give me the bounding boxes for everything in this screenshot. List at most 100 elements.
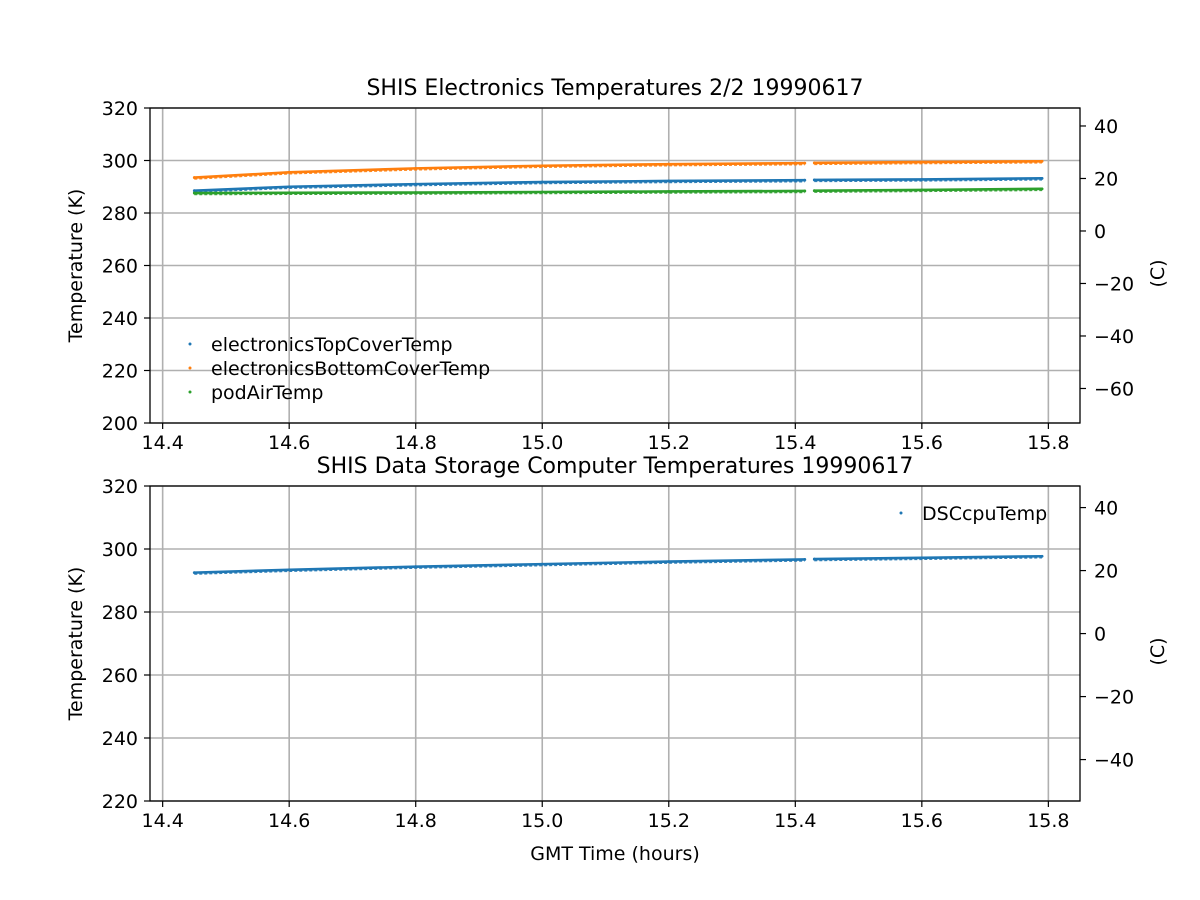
data-point bbox=[287, 170, 291, 174]
series-line bbox=[812, 159, 1044, 165]
series-electronicsBottomCoverTemp bbox=[192, 159, 1044, 180]
data-point bbox=[803, 161, 807, 165]
y2-axis-label: (C) bbox=[1147, 637, 1169, 665]
y2-tick-label: −40 bbox=[1094, 326, 1134, 348]
data-point bbox=[192, 189, 196, 193]
data-point bbox=[812, 557, 816, 561]
data-point bbox=[287, 568, 291, 572]
data-point bbox=[1040, 159, 1044, 163]
data-point bbox=[803, 178, 807, 182]
legend: electronicsTopCoverTempelectronicsBottom… bbox=[188, 334, 490, 404]
x-tick-label: 15.4 bbox=[774, 810, 816, 832]
data-point bbox=[667, 162, 671, 166]
y-tick-label: 260 bbox=[102, 665, 138, 687]
grid bbox=[150, 485, 1080, 802]
data-point bbox=[803, 557, 807, 561]
series-band bbox=[194, 191, 805, 196]
legend-label: DSCcpuTemp bbox=[922, 503, 1047, 525]
y-tick-label: 320 bbox=[102, 476, 138, 498]
legend-label: electronicsBottomCoverTemp bbox=[211, 358, 490, 380]
series-line bbox=[812, 187, 1044, 192]
data-point bbox=[812, 161, 816, 165]
data-point bbox=[414, 191, 418, 194]
series-line bbox=[812, 554, 1044, 561]
data-point bbox=[287, 191, 291, 195]
data-point bbox=[920, 188, 924, 192]
series-line bbox=[812, 177, 1044, 182]
y2-tick-label: 20 bbox=[1094, 168, 1118, 190]
series-band bbox=[194, 560, 805, 575]
data-point bbox=[540, 180, 544, 184]
x-tick-label: 14.8 bbox=[395, 810, 437, 832]
y-axis-label: Temperature (K) bbox=[65, 567, 87, 722]
legend-marker bbox=[188, 342, 192, 346]
y-tick-label: 240 bbox=[102, 308, 138, 330]
y-tick-label: 320 bbox=[102, 98, 138, 120]
x-tick-label: 15.8 bbox=[1027, 810, 1069, 832]
series-DSCcpuTemp bbox=[192, 554, 1044, 575]
data-point bbox=[192, 176, 196, 179]
x-axis-label: GMT Time (hours) bbox=[530, 843, 700, 865]
y-tick-label: 280 bbox=[102, 602, 138, 624]
series-line bbox=[192, 161, 807, 179]
data-point bbox=[667, 560, 671, 563]
legend-marker bbox=[188, 390, 192, 394]
data-point bbox=[920, 160, 924, 164]
series-line bbox=[192, 558, 807, 574]
series-electronicsTopCoverTemp bbox=[192, 176, 1044, 193]
y-tick-label: 220 bbox=[102, 791, 138, 813]
y2-tick-label: −60 bbox=[1094, 378, 1134, 400]
y-tick-label: 260 bbox=[102, 256, 138, 278]
data-point bbox=[414, 565, 418, 569]
legend-marker bbox=[188, 366, 192, 370]
data-point bbox=[812, 189, 816, 193]
y2-tick-label: −40 bbox=[1094, 750, 1134, 772]
data-point bbox=[920, 556, 924, 560]
y-axis-label: Temperature (K) bbox=[65, 189, 87, 344]
y2-tick-label: 20 bbox=[1094, 561, 1118, 583]
x-tick-label: 15.6 bbox=[901, 432, 943, 454]
x-tick-label: 15.0 bbox=[521, 810, 563, 832]
series-line bbox=[192, 178, 807, 192]
data-point bbox=[414, 166, 418, 170]
y2-tick-label: 40 bbox=[1094, 116, 1118, 138]
data-point bbox=[667, 179, 671, 183]
series-band bbox=[194, 180, 805, 193]
legend-label: podAirTemp bbox=[211, 382, 323, 404]
x-tick-label: 15.0 bbox=[521, 432, 563, 454]
y2-tick-label: 0 bbox=[1094, 221, 1106, 243]
series-band bbox=[814, 189, 1043, 193]
data-point bbox=[812, 178, 816, 182]
x-tick-label: 14.6 bbox=[268, 810, 310, 832]
data-point bbox=[803, 189, 807, 193]
data-point bbox=[1040, 187, 1044, 191]
x-tick-label: 15.4 bbox=[774, 432, 816, 454]
y-tick-label: 300 bbox=[102, 151, 138, 173]
data-point bbox=[192, 571, 196, 575]
y2-tick-label: −20 bbox=[1094, 687, 1134, 709]
series-band bbox=[814, 556, 1043, 562]
y-tick-label: 240 bbox=[102, 728, 138, 750]
data-point bbox=[667, 190, 671, 193]
y-tick-label: 200 bbox=[102, 413, 138, 435]
y2-tick-label: 40 bbox=[1094, 498, 1118, 520]
data-point bbox=[1040, 554, 1044, 558]
data-point bbox=[414, 182, 418, 186]
legend-label: electronicsTopCoverTemp bbox=[211, 334, 453, 356]
series-line bbox=[192, 189, 807, 195]
legend-marker bbox=[899, 511, 903, 515]
series-band bbox=[814, 179, 1043, 183]
chart-title: SHIS Data Storage Computer Temperatures … bbox=[317, 454, 914, 479]
series-podAirTemp bbox=[192, 187, 1044, 196]
y-tick-label: 300 bbox=[102, 539, 138, 561]
axes-frame bbox=[149, 485, 1081, 802]
x-tick-label: 14.4 bbox=[141, 810, 183, 832]
y2-tick-label: 0 bbox=[1094, 624, 1106, 646]
x-tick-label: 15.2 bbox=[648, 432, 690, 454]
chart-title: SHIS Electronics Temperatures 2/2 199906… bbox=[366, 76, 863, 101]
x-tick-label: 14.6 bbox=[268, 432, 310, 454]
y2-tick-label: −20 bbox=[1094, 273, 1134, 295]
legend: DSCcpuTemp bbox=[899, 503, 1047, 525]
y-tick-label: 220 bbox=[102, 361, 138, 383]
